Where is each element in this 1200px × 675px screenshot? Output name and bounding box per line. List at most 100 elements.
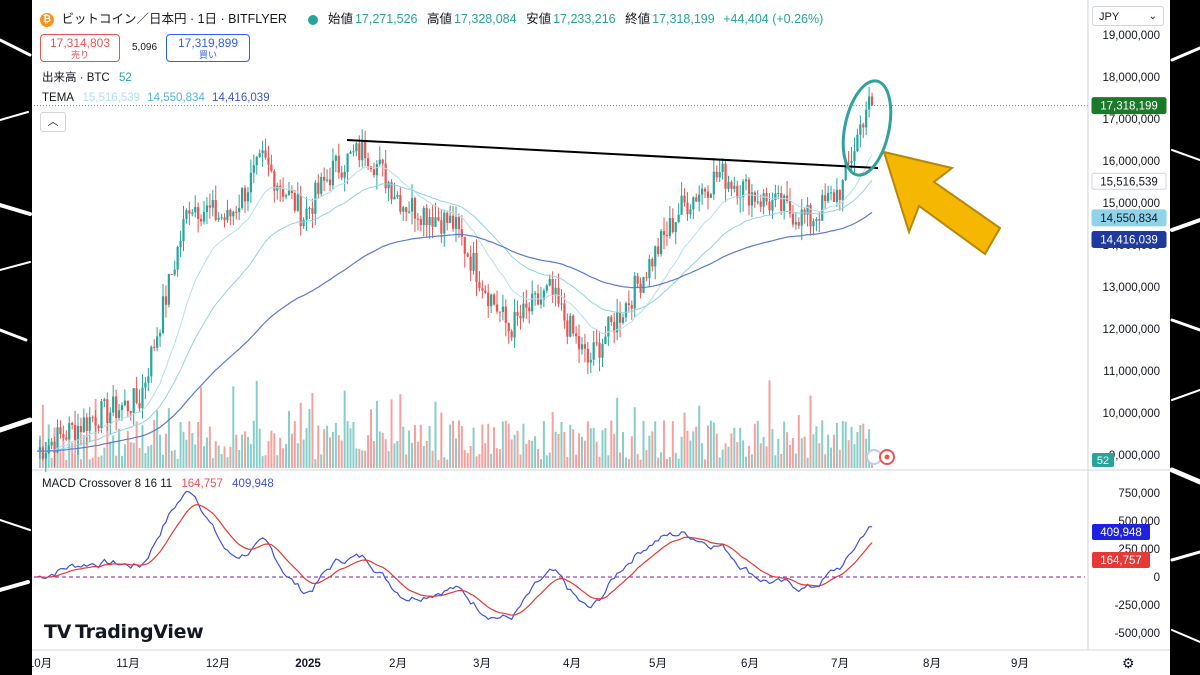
candle-body bbox=[346, 153, 349, 172]
volume-bar bbox=[806, 457, 809, 468]
price-axis-label: 19,000,000 bbox=[1102, 30, 1160, 42]
volume-bar bbox=[205, 437, 208, 468]
candle-body bbox=[273, 171, 276, 191]
price-tag-bg bbox=[1091, 231, 1167, 249]
volume-bar bbox=[642, 420, 645, 468]
volume-value: 52 bbox=[118, 72, 132, 84]
price-axis-label: 11,000,000 bbox=[1103, 366, 1160, 378]
time-axis-label: 10月 bbox=[32, 658, 52, 670]
volume-bar bbox=[112, 435, 115, 468]
candle-body bbox=[674, 222, 677, 233]
candle-body bbox=[302, 219, 305, 227]
volume-bar bbox=[674, 452, 677, 468]
candle-body bbox=[750, 192, 754, 206]
candle-body bbox=[774, 193, 777, 200]
candle-body bbox=[856, 134, 859, 152]
candle-body bbox=[311, 208, 314, 214]
volume-bar bbox=[516, 430, 519, 468]
macd-legend[interactable]: MACD Crossover 8 16 11 164,757 409,948 bbox=[42, 478, 274, 490]
chevron-up-icon: ︿ bbox=[47, 116, 59, 128]
candle-body bbox=[730, 181, 733, 189]
volume-bar bbox=[197, 422, 200, 468]
volume-bar bbox=[159, 434, 162, 468]
buy-button[interactable]: 17,319,899 買い bbox=[166, 34, 250, 62]
candle-body bbox=[214, 199, 217, 220]
volume-bar bbox=[680, 436, 683, 468]
candle-body bbox=[150, 346, 153, 377]
candle-body bbox=[472, 252, 475, 271]
volume-bar bbox=[484, 443, 487, 468]
candle-body bbox=[824, 195, 827, 202]
volume-bar bbox=[282, 448, 285, 468]
candle-body bbox=[642, 277, 645, 293]
volume-bar bbox=[123, 444, 126, 468]
buy-label: 買い bbox=[198, 50, 217, 60]
price-axis-label: 15,000,000 bbox=[1102, 198, 1160, 210]
volume-bar bbox=[150, 444, 153, 468]
candle-body bbox=[129, 411, 132, 414]
gear-icon[interactable]: ⚙ bbox=[1122, 655, 1135, 671]
candle-body bbox=[50, 441, 53, 446]
tradingview-mark-icon: TV bbox=[44, 621, 72, 643]
candle-body bbox=[809, 204, 812, 227]
price-axis-label: 16,000,000 bbox=[1102, 156, 1160, 168]
volume-bar bbox=[194, 444, 197, 468]
candle-body bbox=[522, 303, 525, 319]
candle-body bbox=[800, 209, 803, 226]
volume-bar bbox=[463, 450, 466, 468]
volume-bar bbox=[337, 435, 340, 468]
volume-bar bbox=[279, 437, 282, 468]
macd-line bbox=[36, 490, 873, 621]
candle-body bbox=[343, 171, 346, 178]
candle-body bbox=[706, 191, 710, 198]
candle-body bbox=[695, 197, 698, 202]
price-tag-bg bbox=[1091, 97, 1167, 115]
candle-body bbox=[586, 348, 589, 363]
tema-legend[interactable]: TEMA 15,516,539 14,550,834 14,416,039 bbox=[42, 92, 270, 104]
market-status-icon bbox=[308, 14, 319, 25]
volume-bar bbox=[616, 397, 619, 468]
volume-bar bbox=[654, 421, 657, 468]
volume-bar bbox=[340, 440, 343, 468]
currency-selector[interactable]: JPY ⌄ bbox=[1092, 6, 1164, 26]
volume-bar bbox=[859, 425, 862, 468]
price-tag: 14,416,039 bbox=[1100, 235, 1158, 247]
candle-body bbox=[220, 217, 223, 219]
candle-body bbox=[164, 296, 168, 305]
volume-bar bbox=[504, 420, 507, 468]
brand-name: TradingView bbox=[75, 621, 204, 643]
candle-body bbox=[405, 207, 408, 213]
volume-bar bbox=[425, 440, 428, 468]
candle-body bbox=[120, 405, 124, 411]
macd-label: MACD Crossover 8 16 11 bbox=[42, 478, 173, 490]
volume-bar bbox=[100, 455, 103, 468]
volume-bar bbox=[364, 450, 367, 468]
volume-bar bbox=[355, 448, 358, 468]
candle-body bbox=[208, 205, 211, 208]
candle-body bbox=[671, 218, 674, 233]
price-tag: 17,318,199 bbox=[1100, 101, 1158, 113]
candle-body bbox=[366, 158, 370, 167]
volume-bar bbox=[372, 440, 375, 468]
candle-body bbox=[794, 222, 797, 225]
candle-body bbox=[747, 179, 751, 206]
candle-body bbox=[534, 293, 537, 295]
sell-button[interactable]: 17,314,803 売り bbox=[40, 34, 120, 62]
volume-legend[interactable]: 出来高 · BTC 52 bbox=[42, 69, 132, 85]
collapse-legend-button[interactable]: ︿ bbox=[40, 112, 66, 132]
volume-bar bbox=[129, 442, 132, 468]
price-chart[interactable]: 19,000,000 18,000,000 17,000,000 16,000,000… bbox=[32, 0, 1170, 675]
candle-body bbox=[246, 192, 250, 202]
open-label: 始値 bbox=[327, 12, 353, 26]
signal-tag: 164,757 bbox=[1100, 555, 1142, 567]
candle-body bbox=[390, 182, 393, 200]
candle-body bbox=[701, 188, 704, 195]
symbol-title[interactable]: ビットコイン／日本円 · 1日 · BITFLYER bbox=[61, 12, 287, 26]
tema-value-fast: 15,516,539 bbox=[82, 92, 141, 104]
close-value: 17,318,199 bbox=[652, 12, 715, 26]
candle-body bbox=[287, 190, 291, 196]
candle-body bbox=[460, 229, 463, 238]
volume-bar bbox=[721, 449, 724, 468]
volume-bar bbox=[803, 436, 806, 468]
volume-bar bbox=[572, 429, 575, 468]
